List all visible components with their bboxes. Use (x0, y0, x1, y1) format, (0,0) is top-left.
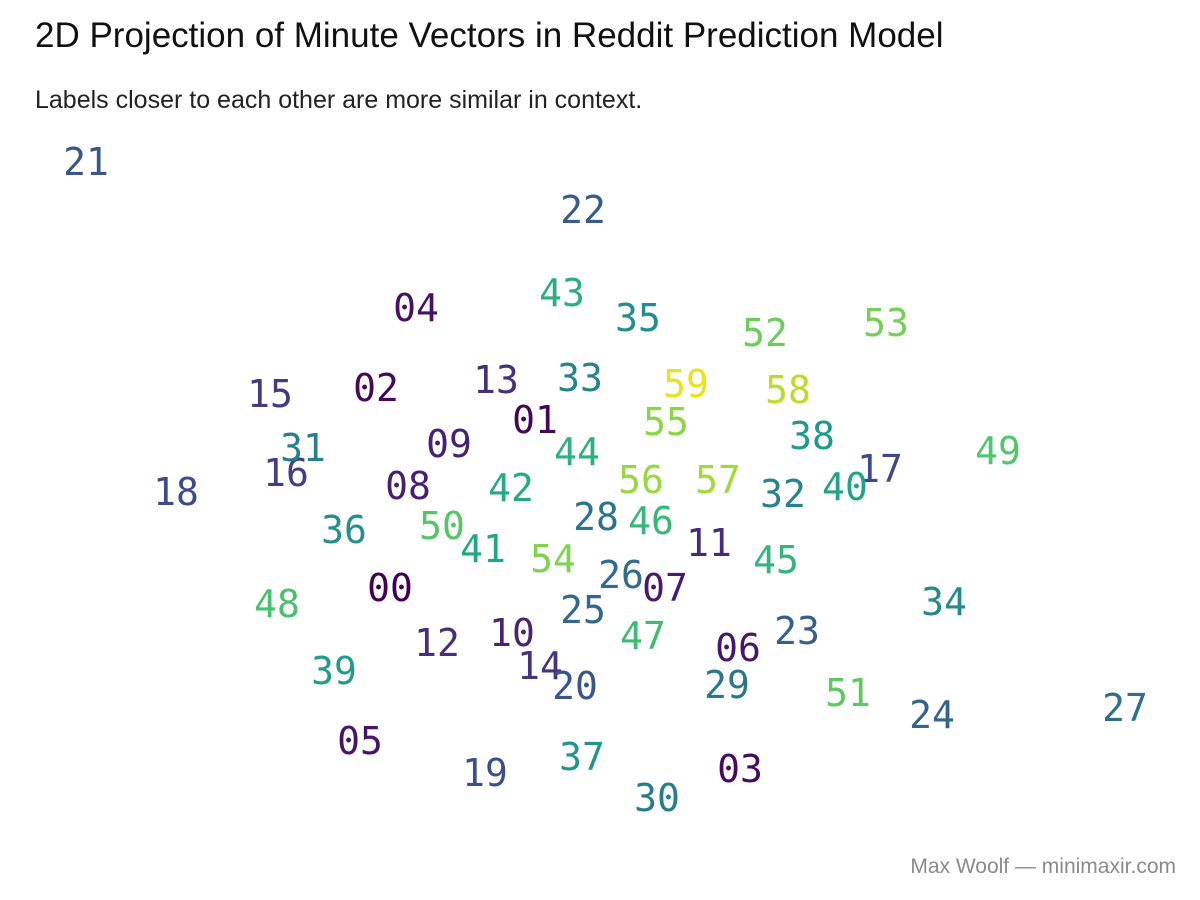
point-label-17: 17 (857, 447, 903, 491)
point-label-38: 38 (789, 414, 835, 458)
point-label-37: 37 (559, 735, 605, 779)
chart-title: 2D Projection of Minute Vectors in Reddi… (35, 16, 944, 55)
point-label-41: 41 (460, 527, 506, 571)
point-label-23: 23 (774, 609, 820, 653)
point-label-31: 31 (280, 426, 326, 470)
point-label-50: 50 (419, 504, 465, 548)
point-label-54: 54 (530, 537, 576, 581)
point-label-07: 07 (642, 566, 688, 610)
point-label-43: 43 (539, 271, 585, 315)
point-label-13: 13 (473, 358, 519, 402)
point-label-28: 28 (573, 495, 619, 539)
point-label-21: 21 (63, 140, 109, 184)
point-label-53: 53 (863, 301, 909, 345)
point-label-49: 49 (975, 429, 1021, 473)
point-label-10: 10 (489, 611, 535, 655)
point-label-39: 39 (311, 649, 357, 693)
point-label-59: 59 (663, 362, 709, 406)
point-label-02: 02 (353, 366, 399, 410)
point-label-16: 16 (263, 451, 309, 495)
point-label-48: 48 (254, 582, 300, 626)
point-label-40: 40 (822, 465, 868, 509)
point-label-04: 04 (393, 286, 439, 330)
point-label-32: 32 (760, 472, 806, 516)
point-label-57: 57 (695, 458, 741, 502)
point-label-30: 30 (634, 776, 680, 820)
point-label-26: 26 (598, 553, 644, 597)
point-label-08: 08 (385, 464, 431, 508)
point-label-24: 24 (909, 693, 955, 737)
point-label-44: 44 (554, 430, 600, 474)
point-label-58: 58 (765, 368, 811, 412)
point-label-47: 47 (620, 614, 666, 658)
point-label-55: 55 (643, 400, 689, 444)
point-label-20: 20 (552, 664, 598, 708)
point-label-18: 18 (153, 470, 199, 514)
point-label-25: 25 (560, 588, 606, 632)
point-label-45: 45 (753, 538, 799, 582)
point-label-09: 09 (426, 422, 472, 466)
point-label-42: 42 (488, 466, 534, 510)
point-label-01: 01 (512, 398, 558, 442)
point-label-05: 05 (337, 719, 383, 763)
point-label-03: 03 (717, 747, 763, 791)
point-label-36: 36 (321, 508, 367, 552)
point-label-34: 34 (921, 580, 967, 624)
point-label-06: 06 (715, 626, 761, 670)
point-label-27: 27 (1102, 686, 1148, 730)
point-label-14: 14 (517, 644, 563, 688)
point-label-22: 22 (560, 188, 606, 232)
point-label-29: 29 (704, 663, 750, 707)
point-label-15: 15 (247, 372, 293, 416)
point-label-33: 33 (557, 356, 603, 400)
point-label-52: 52 (742, 311, 788, 355)
point-label-35: 35 (615, 296, 661, 340)
point-label-19: 19 (462, 751, 508, 795)
credit-caption: Max Woolf — minimaxir.com (910, 855, 1176, 878)
chart-subtitle: Labels closer to each other are more sim… (35, 86, 643, 114)
point-label-00: 00 (367, 566, 413, 610)
point-label-51: 51 (825, 671, 871, 715)
point-label-11: 11 (686, 521, 732, 565)
point-label-46: 46 (628, 499, 674, 543)
point-label-12: 12 (414, 621, 460, 665)
point-label-56: 56 (618, 458, 664, 502)
